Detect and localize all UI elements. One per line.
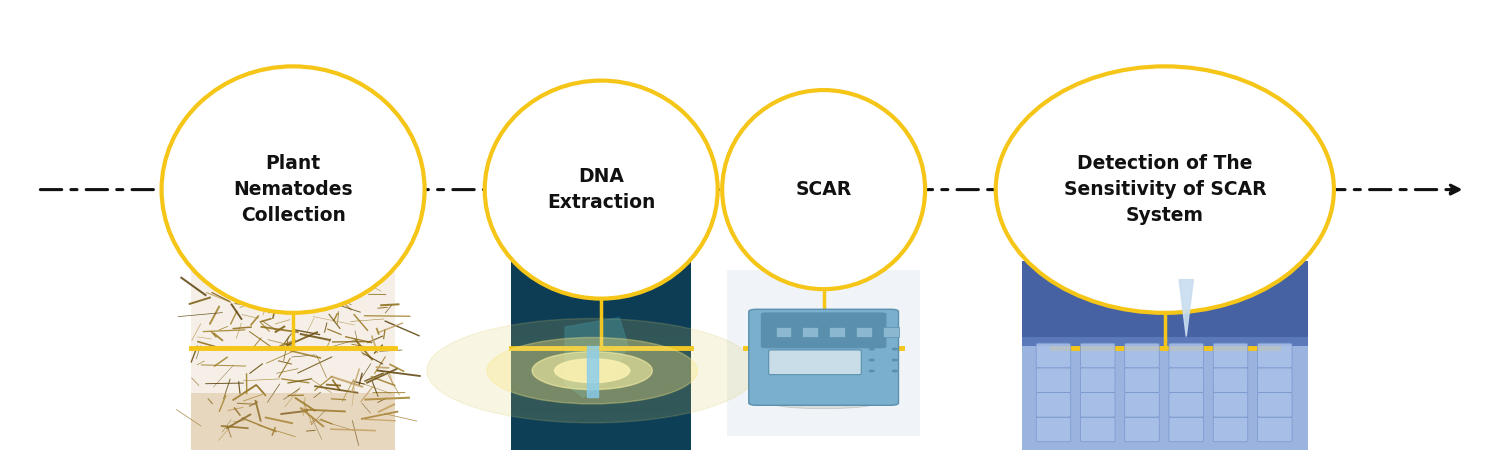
Text: Detection of The
Sensitivity of SCAR
System: Detection of The Sensitivity of SCAR Sys…: [1064, 155, 1266, 225]
Circle shape: [532, 352, 652, 390]
Ellipse shape: [162, 66, 425, 313]
Bar: [1022, 337, 1308, 450]
FancyBboxPatch shape: [1258, 343, 1293, 368]
Text: SCAR: SCAR: [795, 180, 852, 199]
Circle shape: [893, 370, 897, 372]
Bar: [857, 327, 872, 337]
Circle shape: [869, 348, 875, 350]
Bar: [511, 261, 691, 270]
Bar: [511, 422, 691, 431]
Ellipse shape: [484, 81, 718, 299]
FancyBboxPatch shape: [1036, 368, 1070, 392]
Bar: [511, 403, 691, 412]
Circle shape: [893, 359, 897, 361]
Text: DNA
Extraction: DNA Extraction: [547, 167, 655, 212]
Circle shape: [869, 359, 875, 361]
Bar: [1022, 261, 1308, 346]
Bar: [511, 337, 691, 346]
FancyBboxPatch shape: [1036, 417, 1070, 442]
FancyBboxPatch shape: [1169, 343, 1204, 368]
FancyBboxPatch shape: [1213, 417, 1247, 442]
Bar: [511, 365, 691, 374]
Bar: [1022, 261, 1308, 450]
FancyBboxPatch shape: [1081, 392, 1115, 417]
Bar: [511, 441, 691, 450]
Bar: [511, 299, 691, 308]
Bar: [776, 327, 791, 337]
FancyBboxPatch shape: [768, 350, 861, 374]
Bar: [830, 327, 845, 337]
Bar: [511, 270, 691, 280]
Bar: [511, 374, 691, 384]
Polygon shape: [1180, 280, 1193, 337]
Bar: [511, 318, 691, 327]
Circle shape: [427, 319, 758, 423]
FancyBboxPatch shape: [1169, 368, 1204, 392]
FancyBboxPatch shape: [1213, 343, 1247, 368]
FancyBboxPatch shape: [1169, 417, 1204, 442]
Bar: [511, 289, 691, 299]
FancyBboxPatch shape: [1213, 392, 1247, 417]
Ellipse shape: [723, 90, 926, 289]
FancyBboxPatch shape: [1081, 343, 1115, 368]
Bar: [511, 261, 691, 450]
Bar: [511, 356, 691, 365]
Bar: [191, 261, 395, 450]
Bar: [191, 393, 395, 450]
FancyBboxPatch shape: [1258, 417, 1293, 442]
Polygon shape: [586, 346, 598, 397]
FancyBboxPatch shape: [1124, 343, 1159, 368]
FancyBboxPatch shape: [1081, 368, 1115, 392]
Circle shape: [487, 337, 697, 404]
Bar: [511, 431, 691, 441]
Bar: [803, 327, 818, 337]
Bar: [511, 384, 691, 393]
FancyBboxPatch shape: [1258, 392, 1293, 417]
FancyBboxPatch shape: [1124, 368, 1159, 392]
FancyBboxPatch shape: [748, 310, 899, 405]
FancyBboxPatch shape: [1124, 392, 1159, 417]
FancyBboxPatch shape: [1169, 392, 1204, 417]
Bar: [511, 327, 691, 337]
Bar: [511, 280, 691, 289]
FancyBboxPatch shape: [1081, 417, 1115, 442]
FancyBboxPatch shape: [1213, 368, 1247, 392]
Circle shape: [893, 348, 897, 350]
Bar: [511, 412, 691, 422]
Polygon shape: [565, 318, 628, 397]
Bar: [511, 393, 691, 403]
FancyBboxPatch shape: [762, 313, 885, 348]
Bar: [727, 270, 920, 436]
FancyBboxPatch shape: [1258, 368, 1293, 392]
FancyBboxPatch shape: [1036, 392, 1070, 417]
Bar: [511, 308, 691, 318]
Circle shape: [869, 370, 875, 372]
FancyBboxPatch shape: [1124, 417, 1159, 442]
Ellipse shape: [771, 397, 876, 409]
Bar: [511, 346, 691, 356]
Text: Plant
Nematodes
Collection: Plant Nematodes Collection: [233, 155, 353, 225]
Circle shape: [555, 359, 630, 383]
Ellipse shape: [996, 66, 1335, 313]
FancyBboxPatch shape: [1036, 343, 1070, 368]
Bar: [884, 327, 899, 337]
